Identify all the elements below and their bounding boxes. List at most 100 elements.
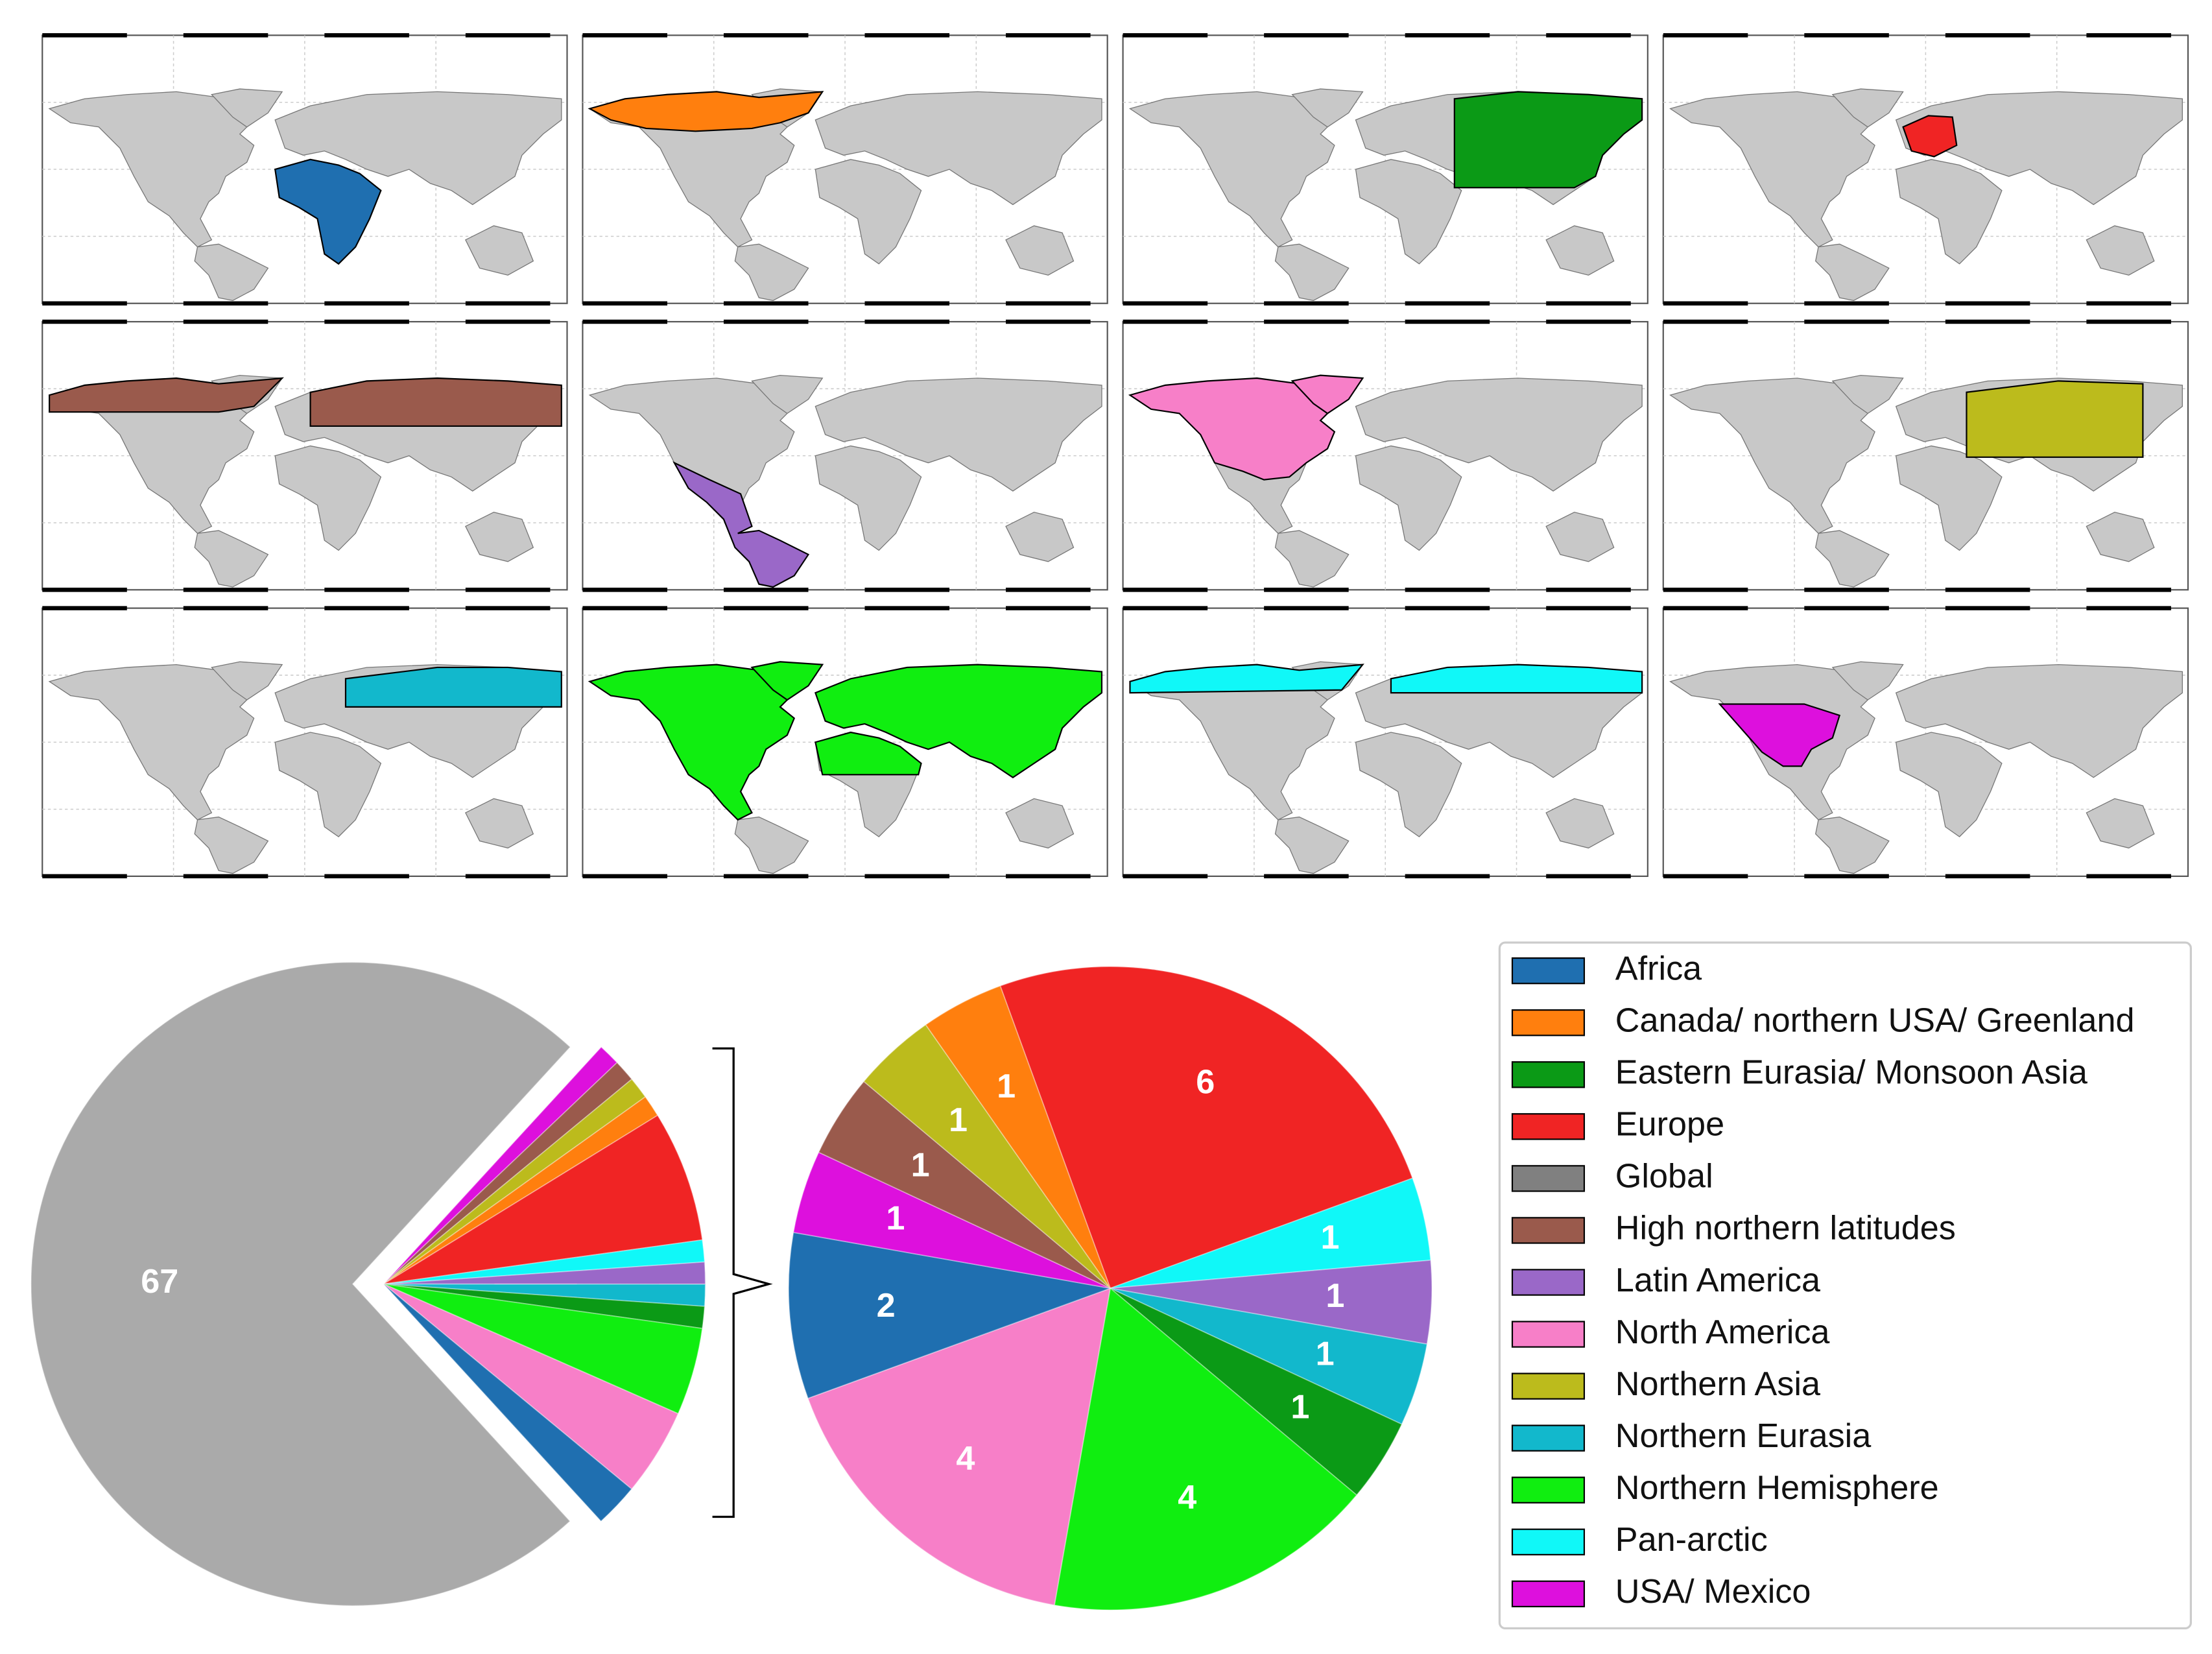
map-region bbox=[1290, 374, 1364, 414]
map-region bbox=[672, 461, 810, 588]
data-label: 1 bbox=[1316, 1335, 1335, 1372]
map-panel bbox=[1122, 33, 1648, 306]
land bbox=[1005, 798, 1075, 849]
pie-slice bbox=[1110, 1288, 1428, 1425]
legend-label: Pan-arctic bbox=[1615, 1521, 1768, 1559]
land bbox=[1274, 816, 1350, 874]
pie-slice bbox=[807, 1287, 1112, 1606]
land bbox=[48, 91, 255, 248]
map-region bbox=[588, 664, 796, 821]
data-label: 6 bbox=[1196, 1063, 1215, 1101]
legend-swatch bbox=[1511, 1580, 1586, 1607]
pie-slice bbox=[383, 1239, 706, 1285]
land bbox=[734, 816, 809, 874]
legend-swatch bbox=[1511, 1476, 1586, 1504]
land bbox=[1128, 91, 1335, 248]
land bbox=[465, 511, 534, 562]
data-label: 67 bbox=[141, 1263, 178, 1300]
land bbox=[194, 530, 269, 588]
land bbox=[465, 798, 534, 849]
legend-label: Northern Eurasia bbox=[1615, 1417, 1872, 1455]
land bbox=[1274, 243, 1350, 302]
legend-box bbox=[1498, 941, 2193, 1630]
map-region bbox=[309, 377, 562, 427]
land bbox=[2086, 225, 2155, 276]
map-region bbox=[750, 661, 824, 701]
land bbox=[1545, 798, 1615, 849]
map-region bbox=[1128, 377, 1336, 481]
map-panel bbox=[1122, 319, 1648, 592]
legend-label: Latin America bbox=[1615, 1262, 1821, 1299]
land bbox=[194, 243, 269, 302]
pie-slice bbox=[383, 1114, 703, 1285]
data-label: 1 bbox=[1320, 1219, 1339, 1256]
pie-slice bbox=[383, 1283, 706, 1330]
legend-label: North America bbox=[1615, 1313, 1831, 1351]
land bbox=[751, 374, 824, 414]
data-label: 4 bbox=[1178, 1479, 1196, 1516]
land bbox=[588, 378, 795, 534]
land bbox=[815, 159, 922, 265]
map-region bbox=[815, 664, 1103, 778]
data-label: 1 bbox=[886, 1200, 905, 1238]
data-label: 1 bbox=[1290, 1388, 1309, 1426]
land bbox=[274, 732, 382, 837]
pie-slice bbox=[1110, 1288, 1403, 1496]
legend-label: Canada/ northern USA/ Greenland bbox=[1615, 1002, 2135, 1040]
map-panel bbox=[582, 606, 1108, 879]
legend-swatch bbox=[1511, 1372, 1586, 1400]
land bbox=[1005, 511, 1075, 562]
map-region bbox=[1453, 91, 1643, 189]
land bbox=[1895, 159, 2003, 265]
legend-swatch bbox=[1511, 1269, 1586, 1296]
legend-label: USA/ Mexico bbox=[1615, 1573, 1811, 1611]
land bbox=[1895, 91, 2183, 206]
map-region bbox=[344, 666, 562, 708]
pie-slice bbox=[1110, 1259, 1433, 1345]
land bbox=[1815, 243, 1890, 302]
legend-swatch bbox=[1511, 1165, 1586, 1192]
data-label: 4 bbox=[956, 1440, 975, 1478]
pie-slice bbox=[383, 1062, 633, 1285]
map-panel bbox=[42, 33, 568, 306]
land bbox=[1355, 445, 1462, 551]
land bbox=[1669, 378, 1875, 534]
bracket bbox=[712, 1047, 773, 1518]
legend-swatch bbox=[1511, 1424, 1586, 1452]
legend-label: Eastern Eurasia/ Monsoon Asia bbox=[1615, 1054, 2088, 1092]
legend-label: Northern Hemisphere bbox=[1615, 1469, 1939, 1507]
land bbox=[1895, 445, 2003, 551]
legend-label: Northern Asia bbox=[1615, 1365, 1821, 1403]
land bbox=[815, 445, 922, 551]
map-panel bbox=[582, 33, 1108, 306]
land bbox=[1005, 225, 1075, 276]
map-region bbox=[588, 91, 824, 132]
pie-slice bbox=[383, 1261, 706, 1285]
land bbox=[1895, 732, 2003, 837]
map-region bbox=[1129, 664, 1364, 694]
land bbox=[48, 664, 255, 821]
map-region bbox=[274, 158, 382, 265]
land bbox=[1895, 664, 2183, 778]
data-label: 1 bbox=[911, 1146, 930, 1184]
land bbox=[274, 91, 562, 206]
land bbox=[815, 378, 1102, 492]
pie-slice bbox=[1053, 1287, 1358, 1611]
legend-label: Europe bbox=[1615, 1106, 1724, 1144]
land bbox=[1815, 816, 1890, 874]
legend-label: High northern latitudes bbox=[1615, 1210, 1956, 1247]
land bbox=[1545, 225, 1615, 276]
pie-slice bbox=[999, 966, 1414, 1289]
legend-swatch bbox=[1511, 1113, 1586, 1140]
legend-swatch bbox=[1511, 1217, 1586, 1244]
land bbox=[194, 816, 269, 874]
pie-slice bbox=[383, 1096, 659, 1285]
land bbox=[1355, 159, 1462, 265]
pie-slice bbox=[383, 1283, 679, 1490]
land bbox=[2086, 798, 2155, 849]
legend-swatch bbox=[1511, 1061, 1586, 1088]
pie-slice bbox=[818, 1081, 1111, 1289]
land bbox=[1545, 511, 1615, 562]
